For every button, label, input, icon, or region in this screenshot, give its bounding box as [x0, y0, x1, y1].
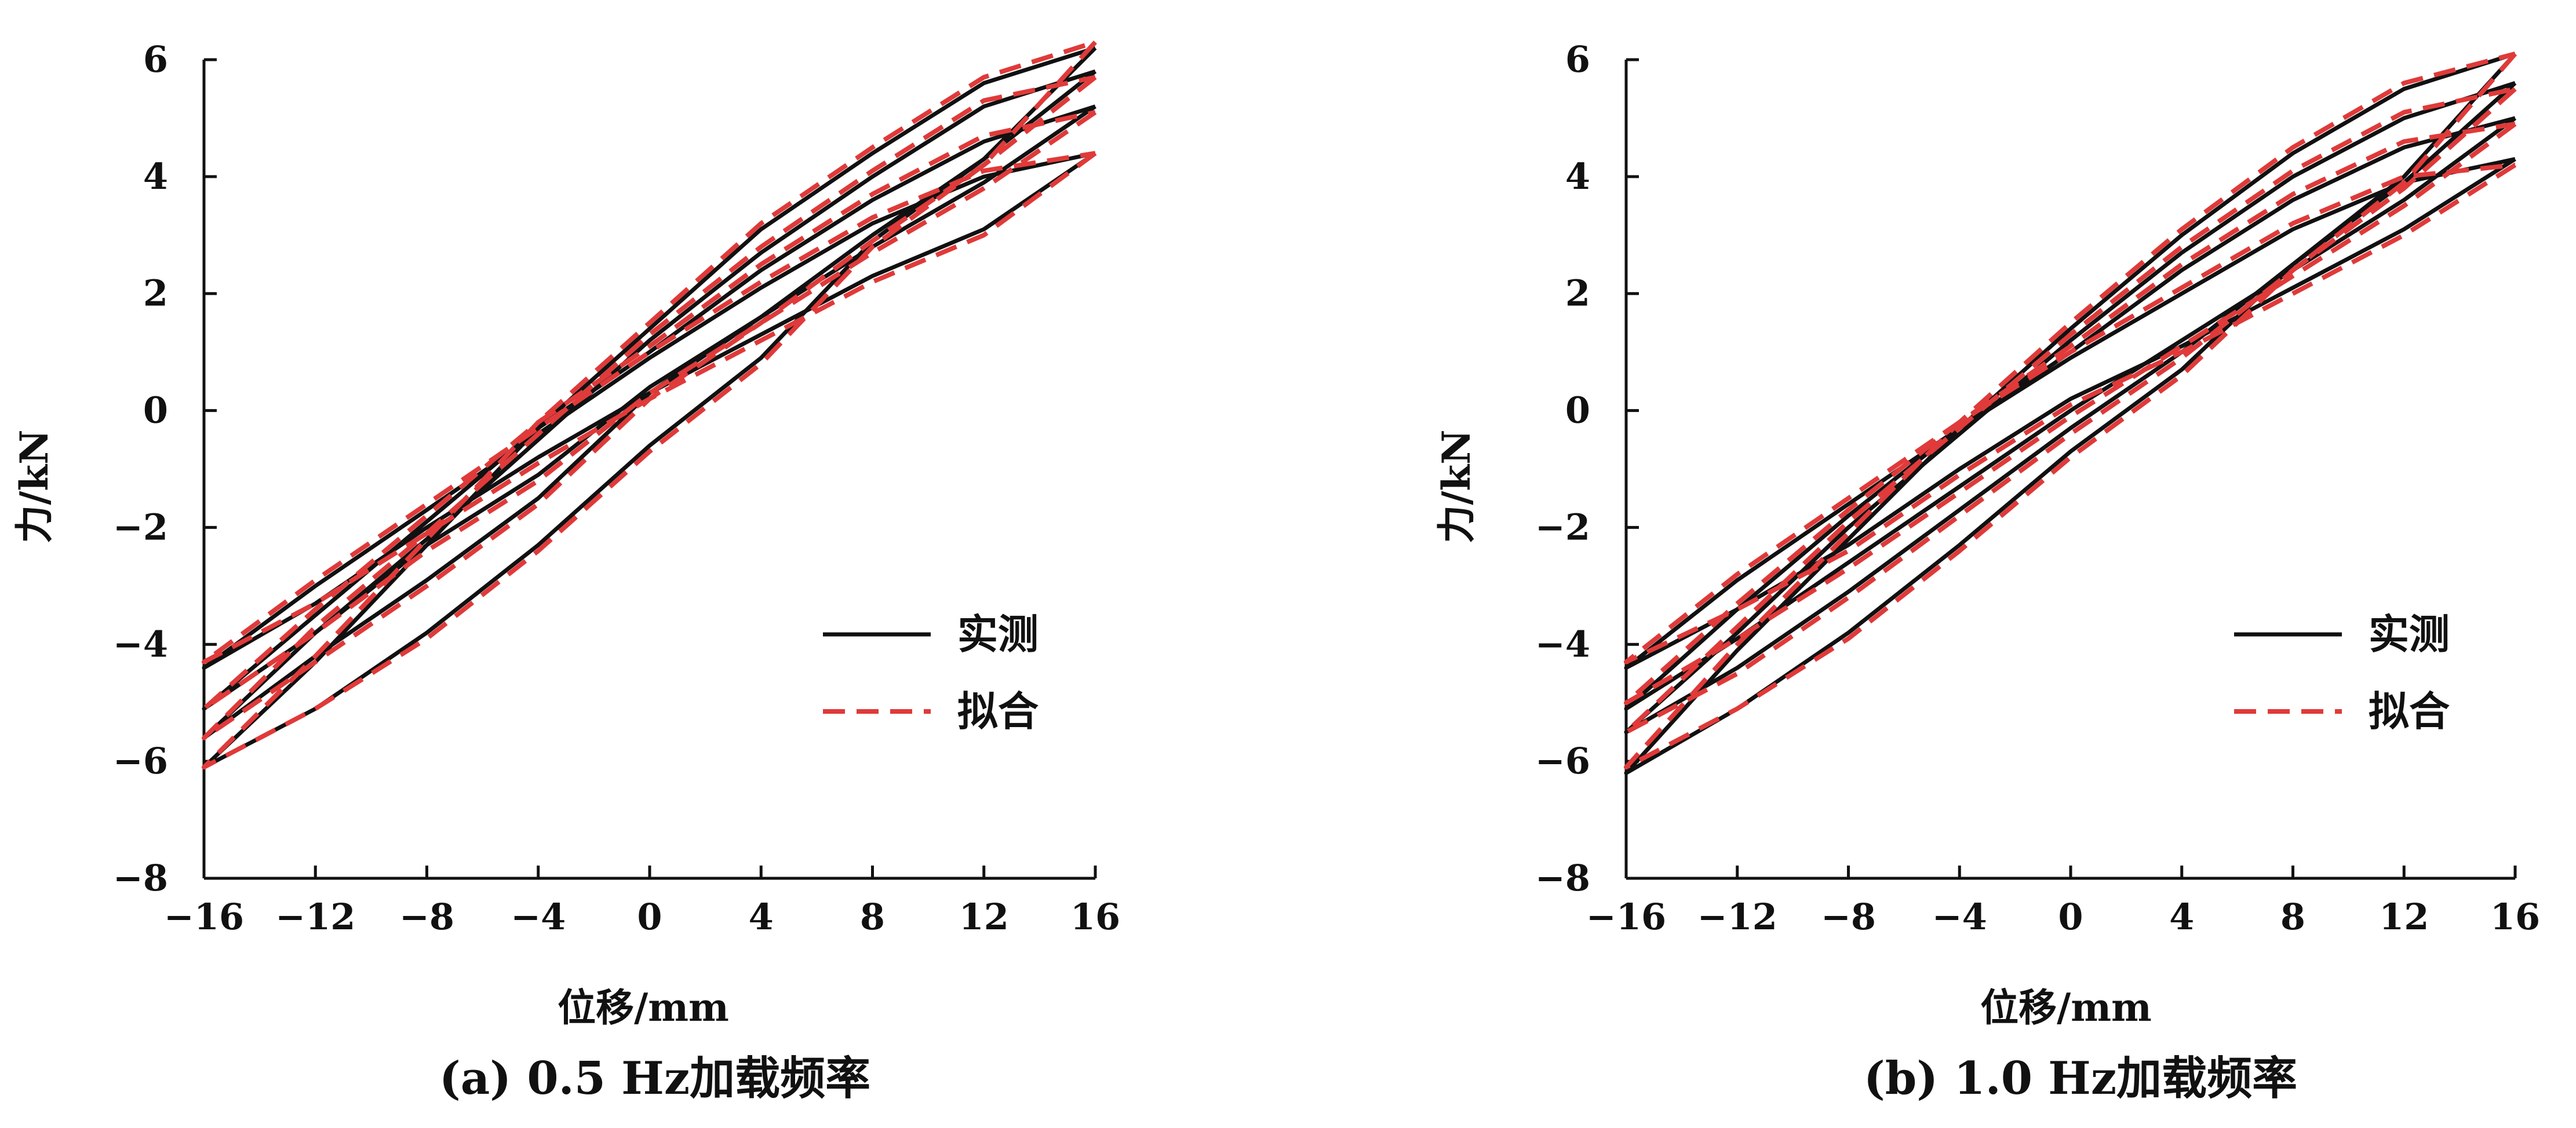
series-fitted	[202, 39, 1097, 770]
legend-label: 拟合	[957, 687, 1039, 735]
series-line-loop	[1624, 162, 2517, 665]
series-line-loop	[1624, 122, 2517, 706]
x-tick-label: 12	[959, 896, 1009, 938]
legend-label: 实测	[2369, 610, 2450, 658]
x-tick-label: 0	[637, 896, 662, 938]
y-tick-label: −2	[113, 506, 168, 548]
x-tick-label: −4	[511, 896, 566, 938]
y-axis-title: 力/kN	[1434, 429, 1479, 543]
series-measured	[1624, 52, 2517, 775]
series-fitted	[1624, 52, 2517, 770]
series-measured	[202, 46, 1097, 769]
series-line-loop	[202, 75, 1097, 740]
y-tick-label: −8	[113, 857, 168, 899]
x-tick-label: −12	[275, 896, 355, 938]
y-tick-label: −6	[113, 740, 168, 782]
legend-label: 拟合	[2369, 687, 2450, 735]
x-tick-label: 12	[2379, 896, 2429, 938]
x-tick-label: −8	[399, 896, 454, 938]
x-tick-label: 4	[2169, 896, 2194, 938]
y-tick-label: 2	[143, 272, 168, 315]
y-tick-label: −4	[113, 623, 168, 665]
y-tick-label: 0	[143, 389, 168, 432]
y-axis-title: 力/kN	[12, 429, 57, 543]
y-tick-label: −4	[1535, 623, 1590, 665]
x-tick-label: 8	[860, 896, 885, 938]
y-tick-label: 4	[143, 155, 168, 198]
y-tick-label: 6	[1565, 38, 1590, 81]
x-tick-label: −8	[1821, 896, 1876, 938]
series-line-loop	[202, 46, 1097, 769]
y-tick-label: 6	[143, 38, 168, 81]
panel-caption: (a) 0.5 Hz加载频率	[439, 1052, 870, 1105]
x-tick-label: 8	[2280, 896, 2305, 938]
series-line-loop	[202, 109, 1097, 711]
series-line-loop	[1624, 86, 2517, 735]
legend-label: 实测	[957, 610, 1039, 658]
y-tick-label: 4	[1565, 155, 1590, 198]
series-line-loop	[202, 104, 1096, 711]
x-axis-title: 位移/mm	[1980, 985, 2152, 1030]
x-tick-label: 16	[1070, 896, 1120, 938]
x-tick-label: 16	[2490, 896, 2540, 938]
series-line-loop	[202, 151, 1097, 665]
y-tick-label: −2	[1535, 506, 1590, 548]
series-line-loop	[202, 39, 1097, 770]
y-tick-label: 0	[1565, 389, 1590, 432]
x-tick-label: −12	[1697, 896, 1777, 938]
series-line-loop	[1624, 116, 2517, 711]
series-line-loop	[1624, 52, 2517, 775]
series-line-loop	[202, 151, 1096, 670]
x-axis-title: 位移/mm	[558, 985, 729, 1030]
y-tick-label: −8	[1535, 857, 1590, 899]
x-tick-label: 4	[749, 896, 774, 938]
series-line-loop	[1624, 52, 2517, 770]
panel-caption: (b) 1.0 Hz加载频率	[1864, 1052, 2297, 1105]
y-tick-label: 2	[1565, 272, 1590, 315]
x-tick-label: −4	[1932, 896, 1987, 938]
x-tick-label: −16	[1586, 896, 1666, 938]
x-tick-label: −16	[164, 896, 244, 938]
y-tick-label: −6	[1535, 740, 1590, 782]
x-tick-label: 0	[2058, 896, 2083, 938]
